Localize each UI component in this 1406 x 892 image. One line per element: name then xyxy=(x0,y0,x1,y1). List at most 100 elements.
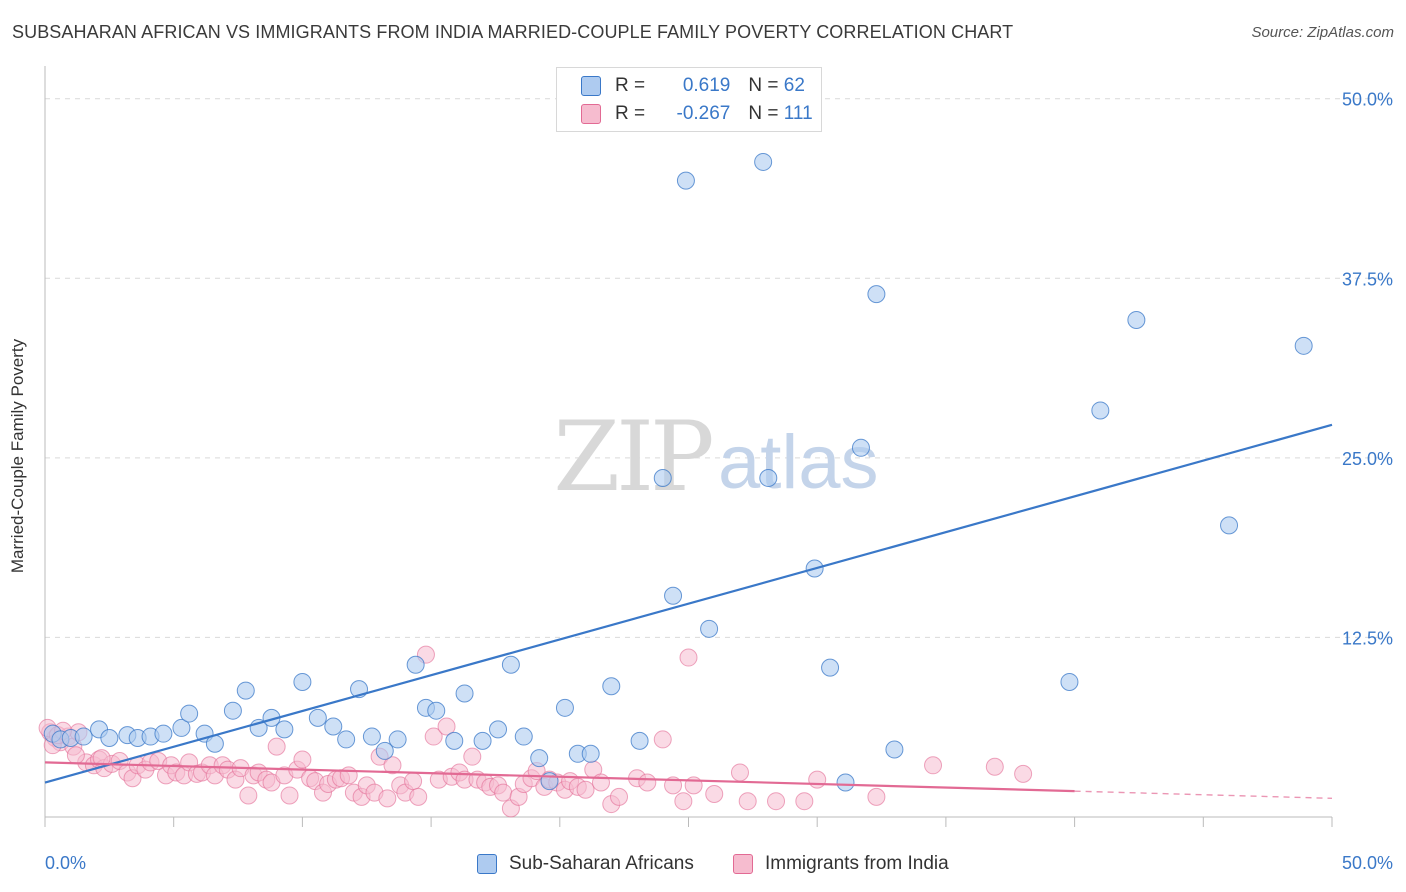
y-tick-label: 50.0% xyxy=(1342,90,1393,110)
subsaharan-point xyxy=(375,741,394,760)
india-point xyxy=(494,783,513,802)
subsaharan-point xyxy=(275,720,294,739)
y-tick-label: 37.5% xyxy=(1342,269,1393,289)
india-point xyxy=(705,785,724,804)
subsaharan-point xyxy=(501,655,520,674)
india-point xyxy=(638,773,657,792)
legend-r-value: -0.267 xyxy=(676,103,731,124)
india-trend-line xyxy=(44,761,1075,793)
india-point xyxy=(674,792,693,811)
legend-row-subsaharan: R = 0.619 N = 62 xyxy=(581,74,805,98)
subsaharan-point xyxy=(630,731,649,750)
legend-n-label: N = xyxy=(748,75,784,96)
subsaharan-point xyxy=(223,701,242,720)
india-point xyxy=(679,648,698,667)
subsaharan-point xyxy=(514,727,533,746)
subsaharan-point xyxy=(489,720,508,739)
subsaharan-point xyxy=(308,708,327,727)
subsaharan-point xyxy=(754,152,773,171)
subsaharan-trend-line xyxy=(44,423,1333,784)
india-point xyxy=(1014,764,1033,783)
bottom-legend-swatch-blue xyxy=(477,854,497,874)
legend-r-value: 0.619 xyxy=(682,75,731,96)
subsaharan-point xyxy=(427,701,446,720)
legend-swatch-pink xyxy=(581,104,601,124)
series-subsaharan-points xyxy=(43,152,1313,792)
india-point xyxy=(924,756,943,775)
india-point xyxy=(591,773,610,792)
axes xyxy=(44,66,1333,827)
tick-labels: 12.5% 25.0% 37.5% 50.0% 0.0% 50.0% xyxy=(45,90,1393,873)
subsaharan-point xyxy=(445,731,464,750)
subsaharan-point xyxy=(821,658,840,677)
subsaharan-point xyxy=(388,730,407,749)
india-point xyxy=(280,786,299,805)
subsaharan-point xyxy=(602,677,621,696)
subsaharan-point xyxy=(293,672,312,691)
india-point xyxy=(767,792,786,811)
trend-lines xyxy=(44,423,1333,800)
series-immigrants-india-points xyxy=(38,645,1033,818)
india-point xyxy=(463,747,482,766)
subsaharan-point xyxy=(1294,336,1313,355)
india-point xyxy=(867,787,886,806)
legend-swatch-blue xyxy=(581,76,601,96)
india-point xyxy=(437,717,456,736)
x-tick-label: 0.0% xyxy=(45,853,86,873)
legend-row-india: R = -0.267 N = 111 xyxy=(581,102,813,126)
subsaharan-point xyxy=(555,698,574,717)
india-point xyxy=(267,737,286,756)
watermark-atlas: atlas xyxy=(718,420,879,505)
watermark: ZIP atlas xyxy=(553,401,878,513)
india-point xyxy=(730,763,749,782)
subsaharan-point xyxy=(100,728,119,747)
chart-source: Source: ZipAtlas.com xyxy=(1251,24,1394,41)
subsaharan-point xyxy=(455,684,474,703)
subsaharan-point xyxy=(473,731,492,750)
india-point xyxy=(808,770,827,789)
bottom-legend-swatch-pink xyxy=(733,854,753,874)
subsaharan-point xyxy=(154,724,173,743)
subsaharan-point xyxy=(759,468,778,487)
india-point xyxy=(409,787,428,806)
subsaharan-point xyxy=(885,740,904,759)
india-point xyxy=(424,727,443,746)
india-point xyxy=(985,757,1004,776)
subsaharan-point xyxy=(1127,310,1146,329)
bottom-legend-label: Immigrants from India xyxy=(765,853,949,874)
india-point xyxy=(576,780,595,799)
gridlines xyxy=(45,98,1392,638)
subsaharan-point xyxy=(836,773,855,792)
india-trend-line-extension xyxy=(1074,790,1333,800)
india-point xyxy=(339,766,358,785)
y-tick-label: 12.5% xyxy=(1342,628,1393,648)
india-point xyxy=(383,756,402,775)
subsaharan-point xyxy=(1060,672,1079,691)
subsaharan-point xyxy=(540,772,559,791)
india-point xyxy=(610,787,629,806)
subsaharan-point xyxy=(362,727,381,746)
subsaharan-point xyxy=(851,438,870,457)
bottom-legend-label: Sub-Saharan Africans xyxy=(509,853,694,874)
bottom-legend-subsaharan: Sub-Saharan Africans xyxy=(477,852,694,876)
x-tick-label: 50.0% xyxy=(1342,853,1393,873)
legend-r-label: R = xyxy=(615,103,651,124)
subsaharan-point xyxy=(664,586,683,605)
subsaharan-point xyxy=(700,619,719,638)
subsaharan-point xyxy=(406,655,425,674)
india-point xyxy=(795,792,814,811)
subsaharan-point xyxy=(180,704,199,723)
subsaharan-point xyxy=(676,171,695,190)
bottom-legend-india: Immigrants from India xyxy=(733,852,949,876)
watermark-zip: ZIP xyxy=(553,401,712,513)
india-point xyxy=(404,772,423,791)
india-point xyxy=(293,750,312,769)
subsaharan-point xyxy=(74,727,93,746)
india-point xyxy=(66,746,85,765)
legend-n-label: N = xyxy=(748,103,784,124)
subsaharan-point xyxy=(581,744,600,763)
india-point xyxy=(378,789,397,808)
legend-n-value: 62 xyxy=(783,75,805,96)
subsaharan-point xyxy=(653,468,672,487)
india-point xyxy=(239,786,258,805)
